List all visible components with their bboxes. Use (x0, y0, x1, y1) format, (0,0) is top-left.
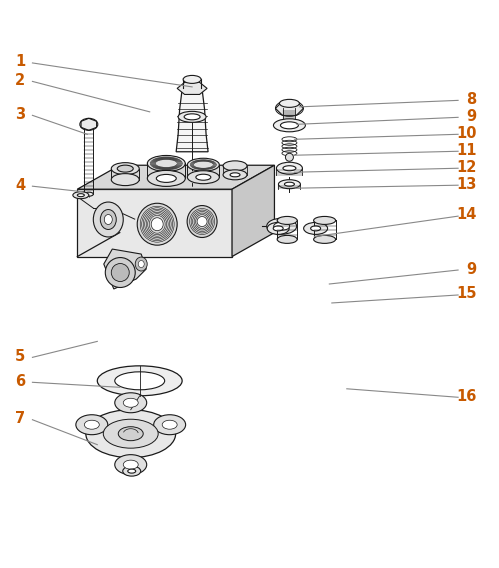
Ellipse shape (187, 158, 219, 171)
Ellipse shape (135, 257, 147, 271)
Text: 9: 9 (467, 261, 477, 277)
Text: 4: 4 (15, 178, 25, 193)
Text: 3: 3 (15, 107, 25, 122)
Ellipse shape (187, 171, 219, 183)
Text: 1: 1 (15, 55, 25, 69)
Ellipse shape (147, 170, 185, 186)
Ellipse shape (86, 410, 176, 458)
Ellipse shape (117, 165, 133, 172)
Ellipse shape (111, 162, 139, 174)
Ellipse shape (197, 216, 207, 227)
Ellipse shape (104, 215, 112, 224)
Text: 7: 7 (15, 411, 25, 426)
Ellipse shape (151, 218, 163, 231)
Ellipse shape (223, 170, 247, 180)
Ellipse shape (162, 420, 177, 429)
Ellipse shape (123, 466, 141, 476)
Ellipse shape (73, 191, 89, 199)
Ellipse shape (84, 420, 99, 429)
Ellipse shape (273, 119, 305, 132)
Ellipse shape (183, 76, 201, 83)
Polygon shape (81, 118, 97, 130)
Polygon shape (104, 249, 146, 289)
Ellipse shape (84, 192, 93, 196)
Ellipse shape (105, 257, 135, 287)
Text: 8: 8 (466, 92, 477, 107)
Ellipse shape (276, 162, 302, 174)
Polygon shape (176, 89, 208, 152)
Ellipse shape (285, 153, 293, 161)
Ellipse shape (284, 182, 294, 186)
Ellipse shape (115, 454, 147, 475)
Ellipse shape (303, 223, 327, 235)
Text: 2: 2 (15, 73, 25, 88)
Text: 12: 12 (456, 160, 477, 175)
Text: 11: 11 (456, 143, 477, 158)
Text: 15: 15 (456, 286, 477, 302)
Polygon shape (275, 102, 303, 115)
Text: 9: 9 (467, 109, 477, 124)
Ellipse shape (111, 264, 129, 282)
Ellipse shape (277, 235, 297, 243)
Ellipse shape (76, 415, 108, 435)
Ellipse shape (280, 122, 298, 129)
Text: 5: 5 (15, 349, 25, 364)
Ellipse shape (273, 222, 289, 230)
Ellipse shape (223, 161, 247, 171)
Ellipse shape (187, 206, 217, 237)
Text: 6: 6 (15, 374, 25, 389)
Ellipse shape (138, 261, 144, 268)
Ellipse shape (77, 194, 84, 197)
Ellipse shape (313, 216, 335, 224)
Text: 10: 10 (456, 126, 477, 141)
Ellipse shape (115, 372, 165, 390)
Text: 14: 14 (456, 207, 477, 222)
Ellipse shape (100, 210, 116, 229)
Ellipse shape (97, 366, 182, 396)
Ellipse shape (283, 166, 296, 171)
Ellipse shape (137, 203, 177, 245)
Ellipse shape (111, 174, 139, 186)
Ellipse shape (123, 398, 138, 407)
Ellipse shape (103, 419, 158, 448)
Ellipse shape (277, 216, 297, 224)
Text: 13: 13 (456, 177, 477, 192)
Ellipse shape (266, 218, 296, 234)
Polygon shape (232, 165, 274, 257)
Ellipse shape (178, 111, 206, 122)
Ellipse shape (93, 202, 123, 237)
Polygon shape (77, 189, 232, 257)
Ellipse shape (310, 226, 320, 231)
Ellipse shape (273, 226, 283, 231)
Ellipse shape (313, 235, 335, 243)
Ellipse shape (154, 415, 186, 435)
Ellipse shape (115, 393, 147, 413)
Text: 16: 16 (456, 389, 477, 404)
Ellipse shape (279, 99, 299, 107)
Polygon shape (177, 82, 207, 94)
Ellipse shape (196, 174, 211, 180)
Polygon shape (77, 165, 274, 189)
Ellipse shape (184, 114, 200, 120)
Ellipse shape (128, 469, 136, 473)
Ellipse shape (230, 173, 240, 177)
Ellipse shape (278, 179, 300, 189)
Ellipse shape (118, 427, 143, 441)
Ellipse shape (123, 460, 138, 469)
Ellipse shape (156, 174, 176, 182)
Ellipse shape (267, 223, 289, 235)
Ellipse shape (147, 156, 185, 172)
